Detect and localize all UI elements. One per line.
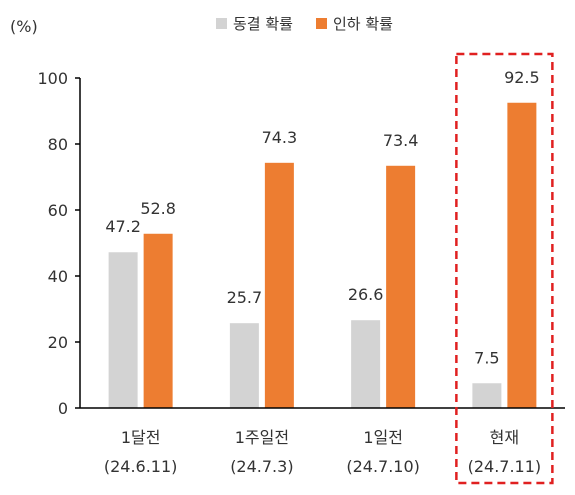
x-tick-label: 1주일전 [235, 428, 289, 447]
y-axis: 0 20 40 60 80 100 [37, 69, 81, 418]
x-tick-label: 1달전 [121, 428, 161, 447]
bar [229, 323, 259, 408]
y-unit-label: (%) [10, 17, 38, 36]
bar [472, 383, 502, 408]
data-label: 47.2 [105, 217, 141, 236]
data-label: 7.5 [474, 348, 499, 367]
data-label: 25.7 [227, 288, 263, 307]
x-tick-label: 1일전 [363, 428, 403, 447]
data-label: 52.8 [140, 199, 176, 218]
y-tick-label: 60 [48, 201, 68, 220]
data-label: 73.4 [383, 131, 419, 150]
legend-label-hold: 동결 확률 [233, 15, 293, 33]
data-label: 74.3 [262, 128, 298, 147]
legend-swatch-hold [216, 18, 227, 29]
y-tick-label: 20 [48, 333, 68, 352]
bar [108, 252, 138, 408]
data-label: 92.5 [504, 68, 540, 87]
y-tick-label: 100 [37, 69, 68, 88]
bar [507, 102, 537, 408]
bar [351, 320, 381, 408]
highlight-dashed-rect [455, 52, 554, 485]
y-tick-label: 40 [48, 267, 68, 286]
data-label: 26.6 [348, 285, 384, 304]
bar [143, 233, 173, 408]
y-tick-label: 0 [58, 399, 68, 418]
bar-series: 47.252.8 25.7 74.3 26.6 73.4 7.5 92.5 [105, 68, 540, 408]
bar [386, 165, 416, 408]
legend-label-cut: 인하 확률 [333, 15, 393, 33]
x-tick-sublabel: (24.7.11) [468, 457, 542, 476]
highlight-box [455, 52, 554, 485]
legend: 동결 확률 인하 확률 [216, 15, 393, 33]
x-tick-sublabel: (24.7.10) [346, 457, 420, 476]
x-tick-sublabel: (24.7.3) [230, 457, 293, 476]
x-tick-label: 현재 [490, 428, 519, 447]
x-axis: 1달전 (24.6.11) 1주일전 (24.7.3) 1일전 (24.7.10) 현재 (2… [80, 407, 565, 476]
x-tick-sublabel: (24.6.11) [104, 457, 178, 476]
y-tick-label: 80 [48, 135, 68, 154]
bar [264, 162, 294, 408]
legend-swatch-cut [316, 18, 327, 29]
